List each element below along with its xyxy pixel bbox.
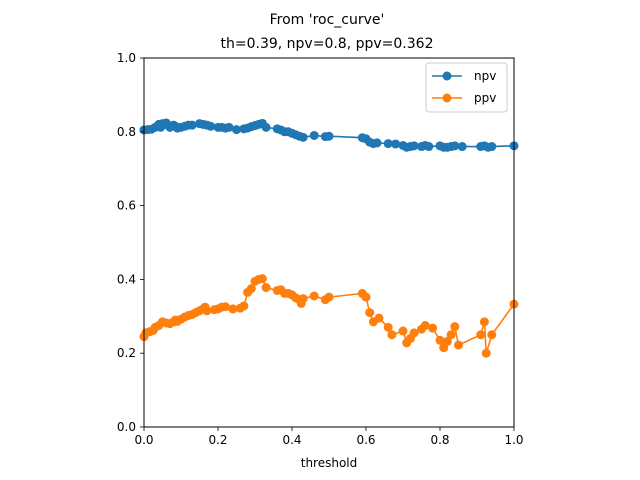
data-point-ppv — [383, 322, 393, 332]
y-tick-label: 0.0 — [117, 420, 136, 434]
data-point-npv — [372, 138, 382, 148]
data-point-ppv — [435, 335, 445, 345]
data-point-npv — [187, 120, 197, 130]
data-point-npv — [261, 122, 271, 132]
data-point-npv — [457, 142, 467, 152]
legend-entry-ppv: ppv — [432, 91, 496, 105]
legend-label: npv — [474, 69, 496, 83]
data-point-npv — [409, 141, 419, 151]
x-axis-label: threshold — [301, 456, 358, 470]
legend-marker — [442, 71, 452, 81]
data-point-ppv — [450, 322, 460, 332]
data-point-ppv — [374, 313, 384, 323]
series-layer — [139, 118, 519, 358]
data-point-ppv — [387, 330, 397, 340]
data-point-npv — [487, 142, 497, 152]
data-point-ppv — [239, 301, 249, 311]
data-point-ppv — [454, 340, 463, 350]
data-point-npv — [391, 139, 401, 149]
legend-label: ppv — [474, 91, 496, 105]
data-point-ppv — [261, 283, 271, 293]
x-tick-label: 0.0 — [134, 433, 153, 447]
series-npv — [139, 118, 519, 152]
data-point-npv — [383, 139, 393, 149]
chart-title: From 'roc_curve' — [270, 12, 385, 28]
data-point-npv — [309, 130, 319, 140]
data-point-ppv — [487, 330, 497, 340]
data-point-ppv — [428, 323, 438, 333]
data-point-ppv — [446, 330, 456, 340]
data-point-ppv — [324, 292, 334, 302]
data-point-ppv — [365, 308, 375, 318]
data-point-npv — [424, 142, 434, 152]
legend: npv ppv — [425, 62, 508, 113]
y-tick-label: 1.0 — [117, 51, 136, 65]
data-point-ppv — [309, 291, 319, 301]
data-point-ppv — [409, 328, 419, 338]
data-point-ppv — [257, 274, 267, 284]
x-tick-label: 0.8 — [430, 433, 449, 447]
data-point-ppv — [398, 326, 408, 336]
x-tick-label: 0.2 — [208, 433, 227, 447]
x-axis-ticks: 0.0 0.2 0.4 0.6 0.8 1.0 — [134, 427, 524, 447]
data-point-ppv — [481, 348, 491, 358]
data-point-npv — [224, 122, 234, 132]
series-ppv — [139, 274, 519, 358]
axes-frame — [143, 57, 515, 428]
data-point-ppv — [228, 304, 238, 314]
data-point-ppv — [246, 284, 256, 294]
legend-marker — [442, 93, 452, 103]
data-point-npv — [298, 132, 308, 142]
data-point-ppv — [420, 321, 430, 331]
y-axis-ticks: 0.0 0.2 0.4 0.6 0.8 1.0 — [117, 51, 144, 434]
x-tick-label: 1.0 — [504, 433, 523, 447]
x-tick-label: 0.6 — [356, 433, 375, 447]
data-point-ppv — [361, 292, 371, 302]
data-point-ppv — [202, 306, 212, 316]
data-point-npv — [232, 125, 241, 135]
data-point-ppv — [476, 330, 486, 340]
data-point-npv — [206, 121, 216, 131]
chart-subtitle: th=0.39, npv=0.8, ppv=0.362 — [221, 36, 434, 52]
data-point-ppv — [479, 317, 489, 327]
y-tick-label: 0.2 — [117, 346, 136, 360]
x-tick-label: 0.4 — [282, 433, 301, 447]
y-tick-label: 0.6 — [117, 199, 136, 213]
data-point-npv — [450, 141, 460, 151]
y-tick-label: 0.8 — [117, 125, 136, 139]
data-point-ppv — [298, 294, 308, 304]
data-point-ppv — [220, 302, 230, 312]
data-point-ppv — [442, 336, 452, 346]
data-point-npv — [324, 131, 334, 141]
y-tick-label: 0.4 — [117, 272, 136, 286]
legend-entry-npv: npv — [432, 69, 496, 83]
